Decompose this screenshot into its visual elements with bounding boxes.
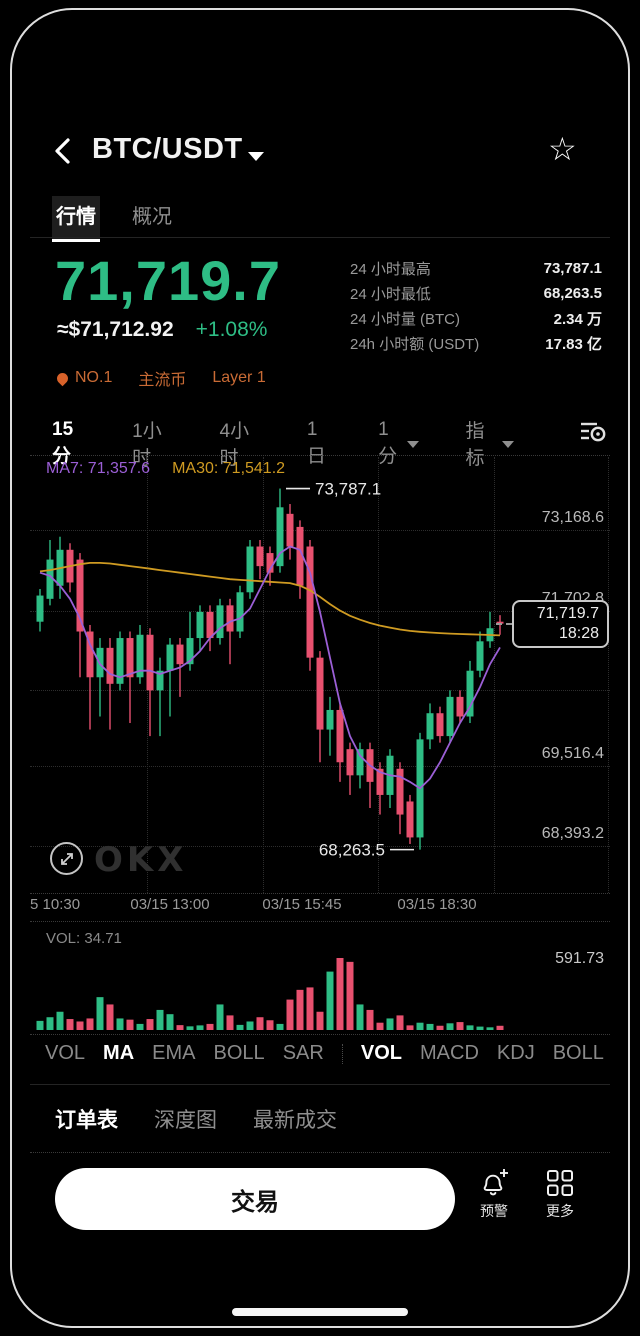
chevron-down-icon [501, 441, 514, 448]
gridline [30, 766, 610, 767]
indicator-ma[interactable]: MA [103, 1042, 135, 1064]
back-button[interactable] [50, 136, 76, 166]
y-axis-label: 69,516.4 [541, 745, 604, 762]
grid-more-icon [547, 1170, 573, 1196]
indicator-boll-2[interactable]: BOLL [552, 1042, 604, 1064]
gridline [608, 457, 609, 893]
pair-dropdown-icon[interactable] [248, 152, 264, 161]
divider [30, 1034, 610, 1035]
divider [30, 921, 610, 922]
category-badge-layer1[interactable]: Layer 1 [212, 369, 266, 386]
divider [30, 893, 610, 894]
trade-button[interactable]: 交易 [55, 1168, 455, 1230]
current-price-dash [496, 622, 512, 625]
price-change-percent: +1.08% [195, 318, 268, 341]
tab-quotes[interactable]: 行情 [52, 196, 100, 242]
timeframe-row: 15分 1小时 4小时 1日 1分 指标 [52, 416, 560, 470]
stat-row-turnover-usdt: 24h 小时额 (USDT) 17.83 亿 [350, 336, 602, 353]
ma30-label: MA30: 71,541.2 [172, 460, 286, 477]
x-axis-label: 03/15 13:00 [130, 896, 210, 913]
divider [30, 455, 610, 456]
tag-price: 71,719.7 [536, 604, 599, 622]
favorite-star-icon[interactable]: ☆ [548, 131, 577, 167]
category-badge-mainstream[interactable]: 主流币 [138, 372, 187, 389]
indicator-vol-1[interactable]: VOL [45, 1042, 86, 1064]
pair-title[interactable]: BTC/USDT [92, 133, 243, 165]
indicator-macd[interactable]: MACD [420, 1042, 479, 1064]
gridline [30, 846, 610, 847]
alert-button[interactable]: 预警 [464, 1168, 524, 1221]
stats-panel: 24 小时最高 73,787.1 24 小时最低 68,263.5 24 小时量… [350, 256, 602, 356]
more-label: 更多 [546, 1203, 574, 1219]
bottom-tabs: 订单表 深度图 最新成交 [55, 1104, 337, 1134]
bell-plus-icon [483, 1169, 508, 1196]
ma-legend: MA7: 71,357.6 MA30: 71,541.2 [46, 460, 285, 478]
volume-chart[interactable] [0, 928, 640, 1032]
divider [30, 1152, 610, 1153]
indicator-separator [341, 1043, 343, 1064]
divider [30, 237, 610, 238]
rank-badge[interactable]: NO.1 [54, 369, 112, 387]
stat-row-low: 24 小时最低 68,263.5 [350, 285, 602, 303]
tag-time: 18:28 [558, 624, 599, 642]
current-price-tag: 71,719.7 18:28 [512, 599, 609, 648]
fiat-price: ≈$71,712.92 [57, 318, 174, 341]
tab-depth-chart[interactable]: 深度图 [154, 1109, 217, 1132]
svg-text:68,263.5: 68,263.5 [319, 841, 385, 860]
okx-watermark: OKX [94, 840, 188, 880]
timeframe-more-dropdown[interactable]: 1分 [378, 419, 420, 468]
indicator-sar[interactable]: SAR [282, 1042, 324, 1064]
flame-icon [54, 370, 71, 386]
gridline [30, 530, 610, 531]
more-button[interactable]: 更多 [530, 1168, 590, 1221]
timeframe-15m[interactable]: 15分 [52, 418, 74, 467]
alert-label: 预警 [480, 1203, 508, 1219]
y-axis-label: 68,393.2 [541, 825, 604, 842]
timeframe-1d[interactable]: 1日 [306, 418, 326, 467]
indicator-vol-2[interactable]: VOL [360, 1042, 402, 1064]
x-axis-label: 03/15 15:45 [262, 896, 342, 913]
stat-row-high: 24 小时最高 73,787.1 [350, 260, 602, 278]
indicator-dropdown[interactable]: 指标 [465, 416, 514, 470]
badge-row: NO.1 主流币 Layer 1 [54, 366, 266, 390]
ma7-label: MA7: 71,357.6 [46, 460, 151, 477]
timeframe-4h[interactable]: 4小时 [219, 421, 250, 469]
indicator-kdj[interactable]: KDJ [496, 1042, 535, 1064]
x-axis-label: 03/15 18:30 [397, 896, 477, 913]
home-indicator[interactable] [232, 1308, 408, 1316]
svg-text:73,787.1: 73,787.1 [315, 480, 381, 499]
fullscreen-button[interactable] [50, 842, 83, 875]
filter-list-icon [581, 422, 606, 442]
last-price: 71,719.7 [55, 249, 281, 312]
indicator-ema[interactable]: EMA [152, 1042, 196, 1064]
top-tabs: 行情 概况 [52, 196, 176, 242]
fiat-row: ≈$71,712.92 +1.08% [57, 318, 267, 342]
candlestick-chart[interactable]: 73,787.1 68,263.5 [0, 455, 640, 893]
gridline [494, 457, 495, 893]
timeframe-1h[interactable]: 1小时 [132, 421, 162, 469]
chart-settings-button[interactable] [578, 417, 608, 445]
tab-latest-trades[interactable]: 最新成交 [253, 1109, 337, 1132]
indicator-boll-1[interactable]: BOLL [213, 1042, 265, 1064]
indicator-row: VOL MA EMA BOLL SAR VOL MACD KDJ BOLL [45, 1042, 604, 1065]
stat-row-volume-btc: 24 小时量 (BTC) 2.34 万 [350, 311, 602, 328]
tab-overview[interactable]: 概况 [132, 206, 172, 228]
gridline [378, 457, 379, 893]
tab-order-book[interactable]: 订单表 [55, 1109, 118, 1132]
expand-arrows-icon [60, 852, 73, 865]
gridline [263, 457, 264, 893]
divider [30, 1084, 610, 1085]
back-chevron-icon [55, 138, 70, 164]
chevron-down-icon [407, 441, 420, 448]
volume-value-label: VOL: 34.71 [46, 930, 122, 947]
x-axis-label: 5 10:30 [30, 896, 81, 913]
volume-max-label: 591.73 [555, 950, 604, 967]
y-axis-label: 73,168.6 [541, 509, 604, 526]
